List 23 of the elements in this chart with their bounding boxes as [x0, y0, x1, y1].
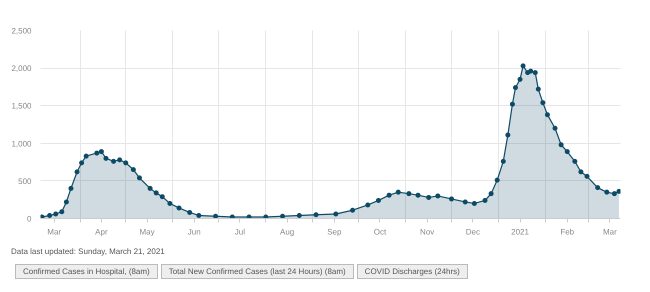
x-tick-label: Feb: [560, 228, 575, 236]
x-tick-label: May: [140, 228, 155, 236]
x-tick-label: Oct: [374, 228, 387, 236]
x-tick-label: Sep: [327, 228, 342, 236]
y-tick-label: 1,000: [11, 139, 32, 148]
x-tick-label: Jun: [188, 228, 201, 236]
x-tick-label: 2021: [511, 228, 530, 236]
x-tick-label: Nov: [420, 228, 434, 236]
y-tick-label: 1,500: [11, 102, 32, 111]
y-tick-label: 500: [18, 176, 32, 186]
x-tick-label: Jul: [234, 228, 246, 236]
text: Confirmed Cases in Hospital, (8am): [15, 264, 158, 279]
x-tick-label: Aug: [280, 228, 294, 236]
y-tick-label: 2,000: [11, 64, 32, 74]
text: Total New Confirmed Cases (last 24 Hours) (8am): [160, 264, 354, 279]
y-tick-label: 0: [27, 214, 32, 224]
text: Data last updated: Sunday, March 21, 2021: [11, 247, 166, 256]
x-tick-label: Mar: [602, 228, 618, 236]
y-tick-label: 2,500: [11, 26, 32, 36]
x-tick-label: Dec: [466, 228, 480, 236]
x-tick-label: Apr: [95, 228, 108, 236]
x-tick-label: Mar: [47, 228, 62, 236]
text: COVID Discharges (24hrs): [356, 264, 468, 279]
